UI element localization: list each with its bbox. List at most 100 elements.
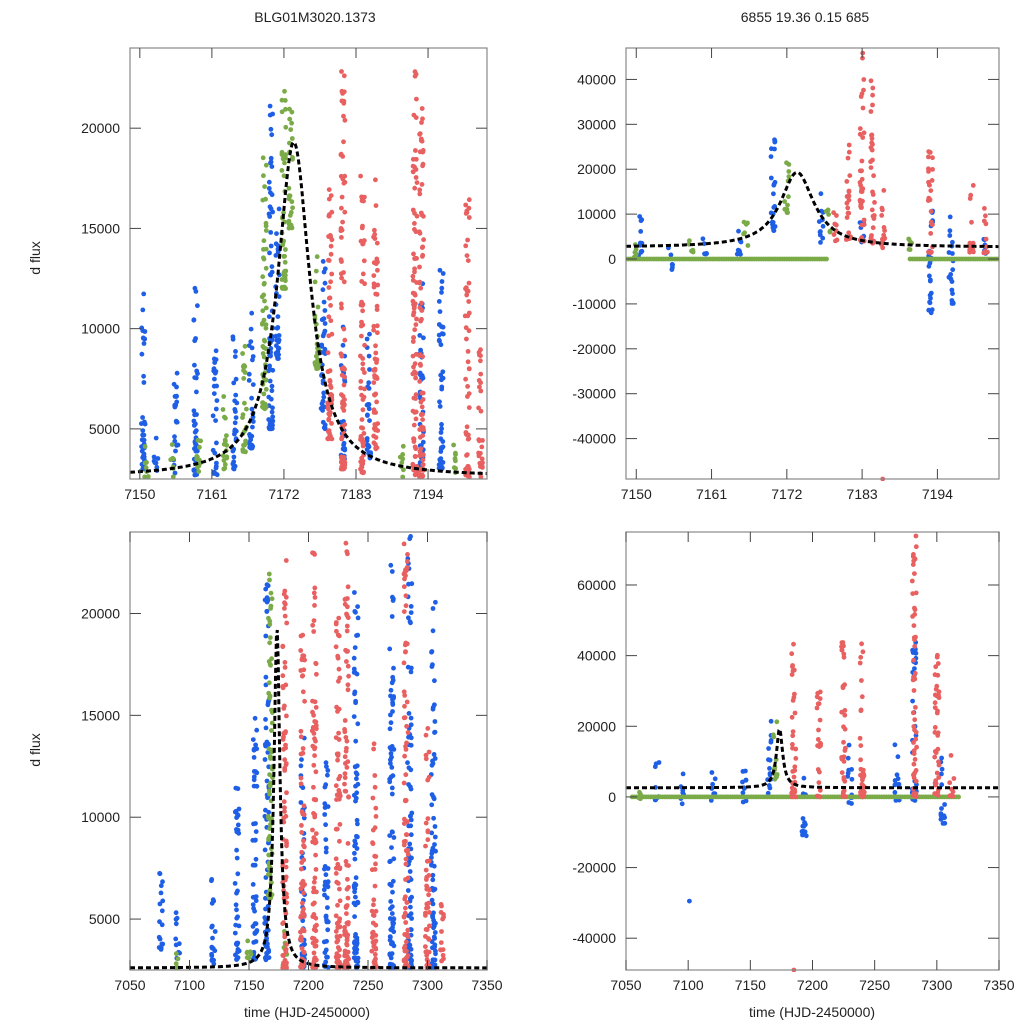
data-point [845, 155, 851, 161]
data-point [360, 440, 366, 446]
data-point [419, 390, 425, 396]
series-outliers [687, 821, 946, 904]
data-point [269, 656, 274, 662]
data-point [353, 770, 359, 776]
x-tick-label: 7350 [471, 977, 502, 993]
data-point [438, 940, 444, 945]
data-point [355, 955, 361, 961]
data-point [173, 921, 179, 927]
data-point [269, 192, 275, 198]
data-point [912, 571, 917, 576]
data-point [341, 326, 347, 332]
data-point [364, 442, 370, 448]
data-point [430, 662, 435, 668]
data-point [817, 717, 823, 723]
data-point [816, 727, 821, 733]
data-point [465, 464, 471, 469]
data-point [325, 927, 331, 933]
data-point [840, 683, 846, 689]
data-point [390, 674, 396, 680]
data-point [373, 177, 378, 183]
data-point [209, 957, 215, 963]
data-point [266, 368, 272, 374]
data-point [389, 569, 395, 574]
data-point [417, 372, 423, 378]
data-point [935, 652, 940, 658]
data-point [282, 805, 287, 811]
data-point [371, 380, 377, 385]
data-point [267, 250, 272, 256]
data-point [687, 898, 692, 904]
data-point [333, 865, 339, 871]
data-point [284, 790, 289, 796]
data-point [440, 439, 446, 444]
data-point [371, 327, 376, 333]
data-point [323, 837, 329, 842]
data-point [335, 881, 341, 886]
data-point [212, 376, 217, 382]
data-point [261, 354, 267, 360]
data-point [267, 204, 273, 210]
xlabel-bottom-right: time (HJD-2450000) [749, 1004, 875, 1020]
data-point [879, 205, 885, 211]
data-point [270, 367, 276, 373]
data-point [782, 199, 787, 204]
data-point [401, 780, 407, 786]
data-point [388, 712, 393, 718]
data-point [478, 371, 484, 377]
data-point [912, 605, 917, 611]
data-point [246, 955, 252, 961]
data-point [369, 908, 375, 914]
data-point [371, 440, 377, 446]
data-point [911, 623, 917, 628]
data-point [391, 916, 397, 922]
data-point [374, 360, 379, 365]
data-point [339, 353, 345, 359]
data-point [430, 706, 436, 712]
data-point [339, 275, 344, 281]
series-green [142, 88, 458, 480]
data-point [247, 432, 252, 437]
data-point [417, 131, 423, 137]
data-point [913, 650, 919, 656]
data-point [402, 753, 407, 759]
data-point [418, 138, 424, 144]
data-point [402, 703, 407, 709]
data-point [413, 255, 418, 261]
data-point [326, 369, 331, 374]
data-point [373, 938, 379, 944]
data-point [267, 378, 273, 384]
data-point [439, 422, 444, 427]
data-point [412, 327, 418, 333]
data-point [400, 474, 406, 480]
data-point [315, 366, 321, 371]
data-point [267, 693, 273, 699]
y-tick-label: 40000 [577, 71, 616, 87]
data-point [466, 280, 472, 286]
data-point [847, 173, 853, 179]
data-point [284, 713, 289, 719]
data-point [360, 366, 366, 372]
data-point [267, 662, 273, 667]
data-point [253, 829, 259, 834]
data-point [338, 226, 344, 231]
data-point [358, 385, 364, 391]
data-point [287, 106, 292, 112]
data-point [770, 732, 776, 738]
data-point [892, 742, 898, 748]
data-point [424, 953, 430, 958]
data-point [372, 825, 378, 831]
data-point [232, 398, 238, 404]
data-point [637, 242, 643, 248]
data-point [859, 781, 865, 787]
data-point [267, 363, 272, 369]
x-tick-label: 7300 [412, 977, 443, 993]
data-point [430, 628, 436, 634]
data-point [936, 762, 942, 768]
y-tick-label: 10000 [81, 321, 120, 337]
y-tick-label: -40000 [572, 431, 616, 447]
data-point [401, 660, 407, 666]
ylabel-top-left: d flux [27, 241, 43, 274]
data-point [223, 415, 228, 421]
data-point [253, 821, 258, 826]
